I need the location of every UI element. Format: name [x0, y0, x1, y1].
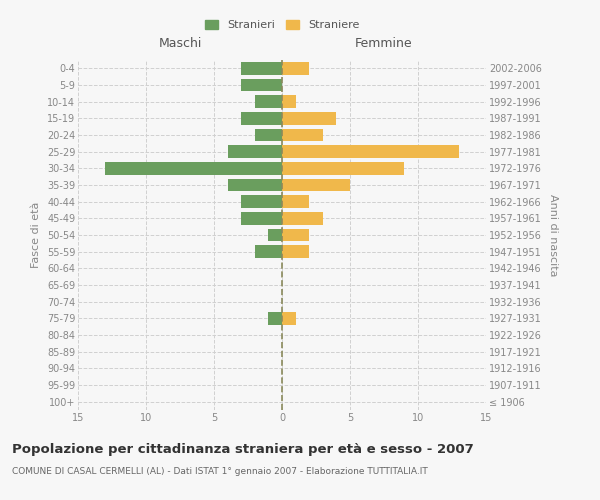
Bar: [282, 146, 459, 158]
Text: Popolazione per cittadinanza straniera per età e sesso - 2007: Popolazione per cittadinanza straniera p…: [12, 442, 474, 456]
Y-axis label: Fasce di età: Fasce di età: [31, 202, 41, 268]
Bar: [268, 312, 282, 324]
Text: Maschi: Maschi: [158, 36, 202, 50]
Bar: [282, 112, 337, 124]
Bar: [241, 212, 282, 224]
Bar: [282, 162, 404, 174]
Bar: [227, 146, 282, 158]
Bar: [282, 96, 296, 108]
Bar: [282, 129, 323, 141]
Bar: [282, 179, 350, 192]
Text: COMUNE DI CASAL CERMELLI (AL) - Dati ISTAT 1° gennaio 2007 - Elaborazione TUTTIT: COMUNE DI CASAL CERMELLI (AL) - Dati IST…: [12, 468, 428, 476]
Y-axis label: Anni di nascita: Anni di nascita: [548, 194, 559, 276]
Bar: [255, 246, 282, 258]
Bar: [241, 79, 282, 92]
Text: Femmine: Femmine: [355, 36, 413, 50]
Bar: [268, 229, 282, 241]
Bar: [282, 229, 309, 241]
Bar: [241, 112, 282, 124]
Bar: [255, 129, 282, 141]
Bar: [282, 62, 309, 74]
Bar: [241, 196, 282, 208]
Bar: [282, 246, 309, 258]
Bar: [105, 162, 282, 174]
Bar: [282, 196, 309, 208]
Bar: [282, 312, 296, 324]
Bar: [255, 96, 282, 108]
Bar: [241, 62, 282, 74]
Bar: [282, 212, 323, 224]
Bar: [227, 179, 282, 192]
Legend: Stranieri, Straniere: Stranieri, Straniere: [201, 16, 363, 34]
